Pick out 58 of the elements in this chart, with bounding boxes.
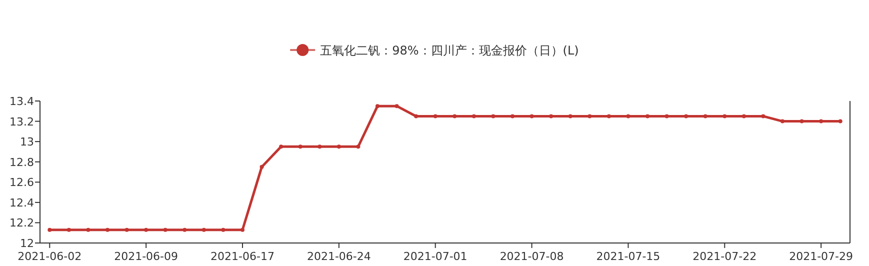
y-tick-label: 12 [20, 237, 34, 250]
point [336, 144, 341, 149]
x-tick-label: 2021-06-17 [210, 250, 274, 263]
point [549, 114, 554, 118]
x-tick-label: 2021-06-09 [114, 250, 178, 263]
point [414, 114, 418, 118]
point [530, 114, 534, 118]
point [703, 114, 708, 118]
point [664, 114, 669, 118]
y-tick-label: 12.2 [10, 216, 34, 230]
point [202, 228, 206, 232]
y-tick-label: 12.8 [10, 156, 34, 169]
legend-label: 五氧化二钒：98%：四川产：现金报价（日）(L) [320, 44, 579, 58]
y-tick-label: 13.4 [10, 95, 34, 108]
point [433, 114, 438, 118]
point [182, 228, 187, 232]
point [452, 114, 457, 118]
point [221, 228, 226, 232]
point [298, 144, 302, 149]
point [318, 144, 322, 149]
point [279, 144, 284, 149]
point [240, 228, 244, 232]
x-tick-label: 2021-07-08 [500, 250, 564, 263]
point [124, 228, 129, 232]
point [588, 114, 592, 118]
point [106, 228, 110, 232]
point [819, 119, 824, 124]
y-tick-label: 12.4 [10, 196, 34, 210]
point [48, 228, 52, 232]
point [761, 114, 766, 118]
y-tick-label: 12.6 [10, 176, 34, 190]
point [780, 119, 784, 124]
point [260, 164, 264, 169]
x-tick-label: 2021-07-29 [789, 250, 854, 263]
point [606, 114, 611, 118]
point [800, 119, 804, 124]
x-tick-label: 2021-06-02 [18, 250, 82, 263]
point [838, 119, 842, 124]
x-tick-label: 2021-07-15 [596, 250, 660, 263]
x-tick-label: 2021-07-01 [403, 250, 468, 263]
point [356, 144, 360, 149]
x-tick-label: 2021-07-22 [692, 250, 757, 263]
point [86, 228, 90, 232]
point [144, 228, 148, 232]
point [722, 114, 727, 118]
point [491, 114, 496, 118]
point [684, 114, 688, 118]
point [626, 114, 630, 118]
point [376, 104, 380, 108]
point [472, 114, 476, 118]
y-tick-label: 13.2 [10, 115, 34, 128]
point [394, 104, 399, 108]
y-tick-label: 13 [20, 136, 34, 149]
point [163, 228, 168, 232]
point [568, 114, 572, 118]
point [742, 114, 746, 118]
x-tick-label: 2021-06-24 [306, 250, 371, 263]
point [66, 228, 71, 232]
